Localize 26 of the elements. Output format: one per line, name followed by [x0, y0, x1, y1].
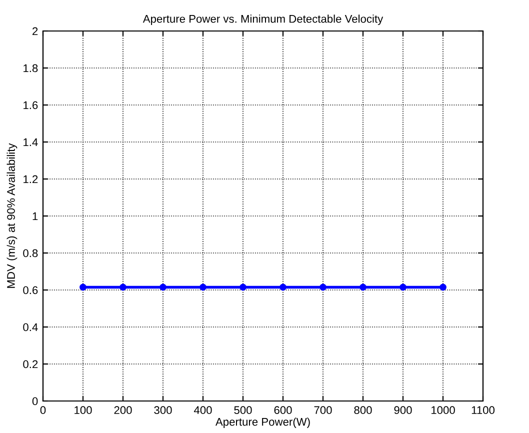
y-tick-label: 2 [32, 27, 38, 36]
x-tick-label: 1000 [431, 406, 455, 414]
x-tick-label: 900 [394, 406, 412, 414]
x-tick-label: 1100 [472, 406, 495, 414]
y-axis-title: MDV (m/s) at 90% Availability [6, 143, 18, 288]
x-tick-label: 800 [354, 406, 372, 414]
y-tick-label: 1.2 [24, 175, 38, 184]
y-tick-label: 1.8 [24, 64, 38, 72]
x-tick-label: 200 [114, 406, 132, 414]
y-tick-label: 0 [32, 397, 38, 406]
y-tick-label: 1.4 [24, 138, 38, 146]
chart-title: Aperture Power vs. Minimum Detectable Velocity [142, 14, 384, 25]
x-tick-label: 600 [274, 406, 292, 414]
x-tick-label: 100 [74, 406, 92, 414]
y-tick-label: 0.4 [23, 323, 38, 332]
x-axis-title: Aperture Power(W) [215, 418, 310, 428]
x-tick-label: 300 [154, 406, 172, 414]
y-tick-label: 0.6 [23, 286, 38, 294]
y-tick-label: 0.2 [23, 360, 38, 368]
x-tick-label: 700 [314, 406, 332, 414]
y-tick-label: 0.8 [23, 249, 38, 258]
x-tick-label: 0 [40, 406, 46, 414]
x-tick-label: 500 [234, 406, 252, 414]
y-tick-label: 1.6 [24, 101, 38, 110]
x-tick-label: 400 [194, 406, 212, 414]
y-tick-label: 1 [32, 212, 38, 220]
